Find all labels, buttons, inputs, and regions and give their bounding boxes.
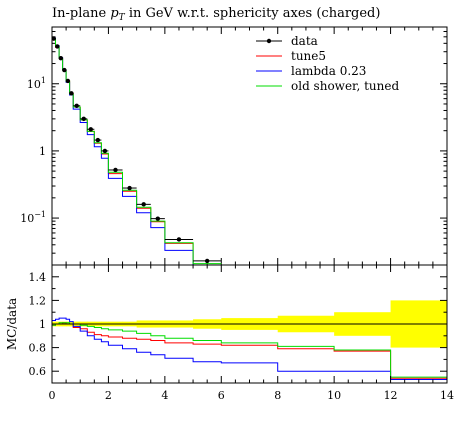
data-point (95, 137, 101, 143)
ratio-y-tick-label: 1.4 (29, 271, 47, 284)
data-point (204, 258, 210, 264)
ratio-y-tick-label: 0.6 (29, 365, 47, 378)
data-point (62, 67, 67, 73)
data-point (113, 167, 118, 173)
data-point (141, 202, 146, 207)
ratio-plot-panel: 0.6 0.8 1 1.2 1.4 0 2 4 6 8 10 12 14 MC/data (5, 264, 454, 402)
series-line-0 (52, 39, 222, 266)
data-point (55, 44, 60, 49)
data-point (58, 56, 64, 61)
x-tick-label: 0 (49, 389, 56, 402)
data-point (127, 185, 132, 191)
ratio-y-tick-label: 1.2 (29, 294, 47, 307)
legend-label-1: tune5 (291, 49, 326, 63)
y-tick-label: 10−1 (20, 210, 46, 225)
data-point (102, 148, 108, 154)
ratio-series-line-0 (52, 322, 447, 379)
x-tick-label: 8 (274, 389, 281, 402)
data-point (69, 91, 74, 96)
x-tick-label: 4 (161, 389, 168, 402)
x-tick-label: 10 (327, 389, 341, 402)
ratio-series-line-2 (52, 322, 447, 378)
legend-label-0: data (291, 34, 318, 48)
x-tick-label: 2 (105, 389, 112, 402)
data-point (176, 237, 182, 242)
data-point (74, 103, 79, 108)
data-point (81, 116, 86, 122)
legend-label-2: lambda 0.23 (291, 64, 366, 78)
legend-label-3: old shower, tuned (291, 79, 399, 93)
main-plot-frame (51, 26, 448, 266)
x-tick-label: 14 (440, 389, 454, 402)
series-line-2 (52, 38, 222, 265)
legend-marker (266, 38, 272, 44)
series-line-1 (52, 37, 222, 266)
ratio-y-axis-label: MC/data (5, 298, 19, 350)
y-tick-label: 101 (27, 76, 46, 91)
chart-title: In-plane pT in GeV w.r.t. sphericity axe… (52, 6, 380, 23)
ratio-y-tick-label: 0.8 (29, 342, 47, 355)
ratio-series-line-1 (52, 317, 447, 380)
data-point (65, 78, 71, 84)
y-tick-label: 1 (39, 145, 46, 158)
data-point (155, 216, 161, 221)
ratio-y-tick-label: 1 (39, 318, 46, 331)
data-point (88, 127, 93, 132)
x-tick-label: 12 (384, 389, 398, 402)
x-tick-label: 6 (218, 389, 225, 402)
data-point (51, 36, 56, 41)
